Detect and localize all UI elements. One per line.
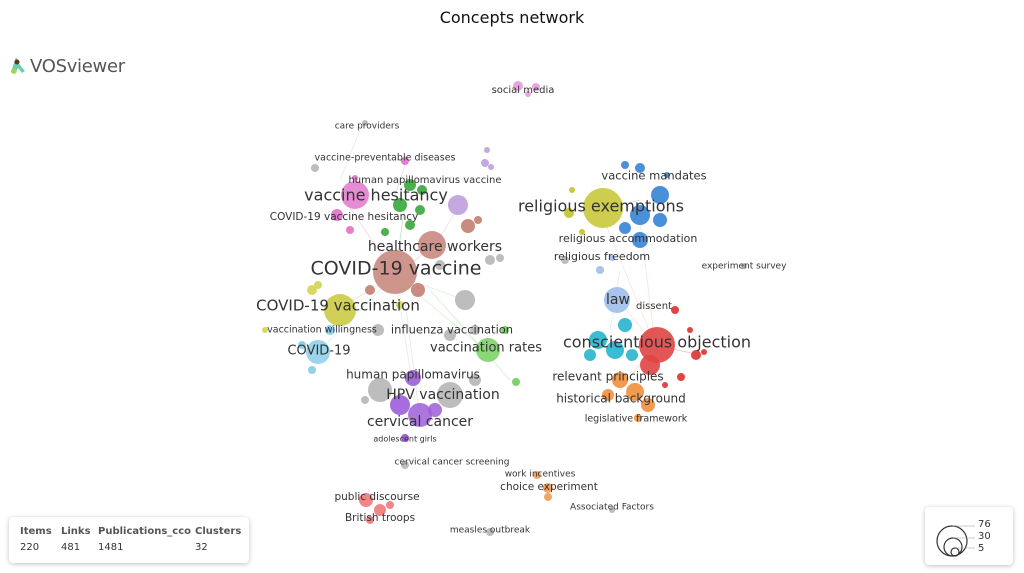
node-label: experiment survey (702, 262, 788, 272)
node-label: religious accommodation (559, 232, 698, 245)
node-label: vaccination rates (430, 341, 542, 356)
node-label: Associated Factors (570, 503, 654, 513)
node-label: cervical cancer screening (395, 458, 510, 468)
node-label: COVID-19 vaccine (311, 258, 482, 280)
node-label: influenza vaccination (391, 323, 513, 337)
node-label: COVID-19 vaccine hesitancy (270, 211, 419, 223)
node-label: healthcare workers (368, 239, 502, 255)
node-label: COVID-19 vaccination (256, 297, 420, 315)
node-label: cervical cancer (367, 414, 473, 430)
node-label: vaccine hesitancy (304, 186, 448, 205)
node-label: conscientious objection (563, 333, 751, 352)
stat-value-items: 220 (20, 542, 40, 553)
node-label: choice experiment (500, 481, 598, 493)
node-label: vaccine mandates (601, 169, 706, 183)
stat-value-links: 481 (61, 542, 81, 553)
node-label: dissent (636, 301, 672, 312)
size-legend-value: 76 (978, 519, 991, 530)
stat-value-publications: 1481 (98, 542, 124, 553)
node-labels: social media care providers vaccine-prev… (256, 85, 787, 536)
logo-text: VOSviewer (30, 55, 125, 77)
node-label: historical background (556, 392, 686, 406)
vosviewer-logo: VOSviewer (8, 55, 125, 77)
stat-header-publications: Publications_cco (98, 526, 192, 537)
vosviewer-logo-icon (11, 57, 25, 74)
size-legend: 76 30 5 (925, 507, 1013, 565)
size-legend-value: 5 (978, 543, 984, 554)
stat-header-items: Items (20, 526, 52, 537)
stat-value-clusters: 32 (195, 542, 208, 553)
nodes[interactable] (262, 81, 747, 536)
node-label: British troops (345, 512, 415, 524)
node-label: vaccination willingness (267, 325, 377, 336)
node-label: law (606, 292, 630, 308)
node-label: work incentives (505, 470, 576, 480)
size-legend-circles-icon: 76 30 5 (936, 519, 991, 557)
node-label: COVID-19 (287, 344, 350, 359)
stat-header-links: Links (61, 526, 91, 537)
size-legend-value: 30 (978, 531, 991, 542)
node-label: human papillomavirus vaccine (348, 175, 501, 186)
node-label: legislative framework (585, 414, 688, 425)
node-label: religious exemptions (518, 197, 684, 216)
node-label: relevant principles (552, 370, 663, 384)
node-label: care providers (335, 122, 400, 132)
node-label: public discourse (334, 491, 419, 503)
stat-header-clusters: Clusters (195, 526, 242, 537)
node-label: vaccine-preventable diseases (315, 153, 456, 164)
node-label: human papillomavirus (346, 368, 480, 382)
node-label: social media (492, 85, 555, 96)
node-label: measles outbreak (450, 526, 531, 536)
network-stats-panel: Items 220 Links 481 Publications_cco 148… (9, 517, 249, 563)
node-label: adolescent girls (373, 435, 436, 444)
node-label: HPV vaccination (386, 387, 499, 403)
page-title: Concepts network (439, 8, 585, 27)
node-label: religious freedom (554, 250, 650, 263)
